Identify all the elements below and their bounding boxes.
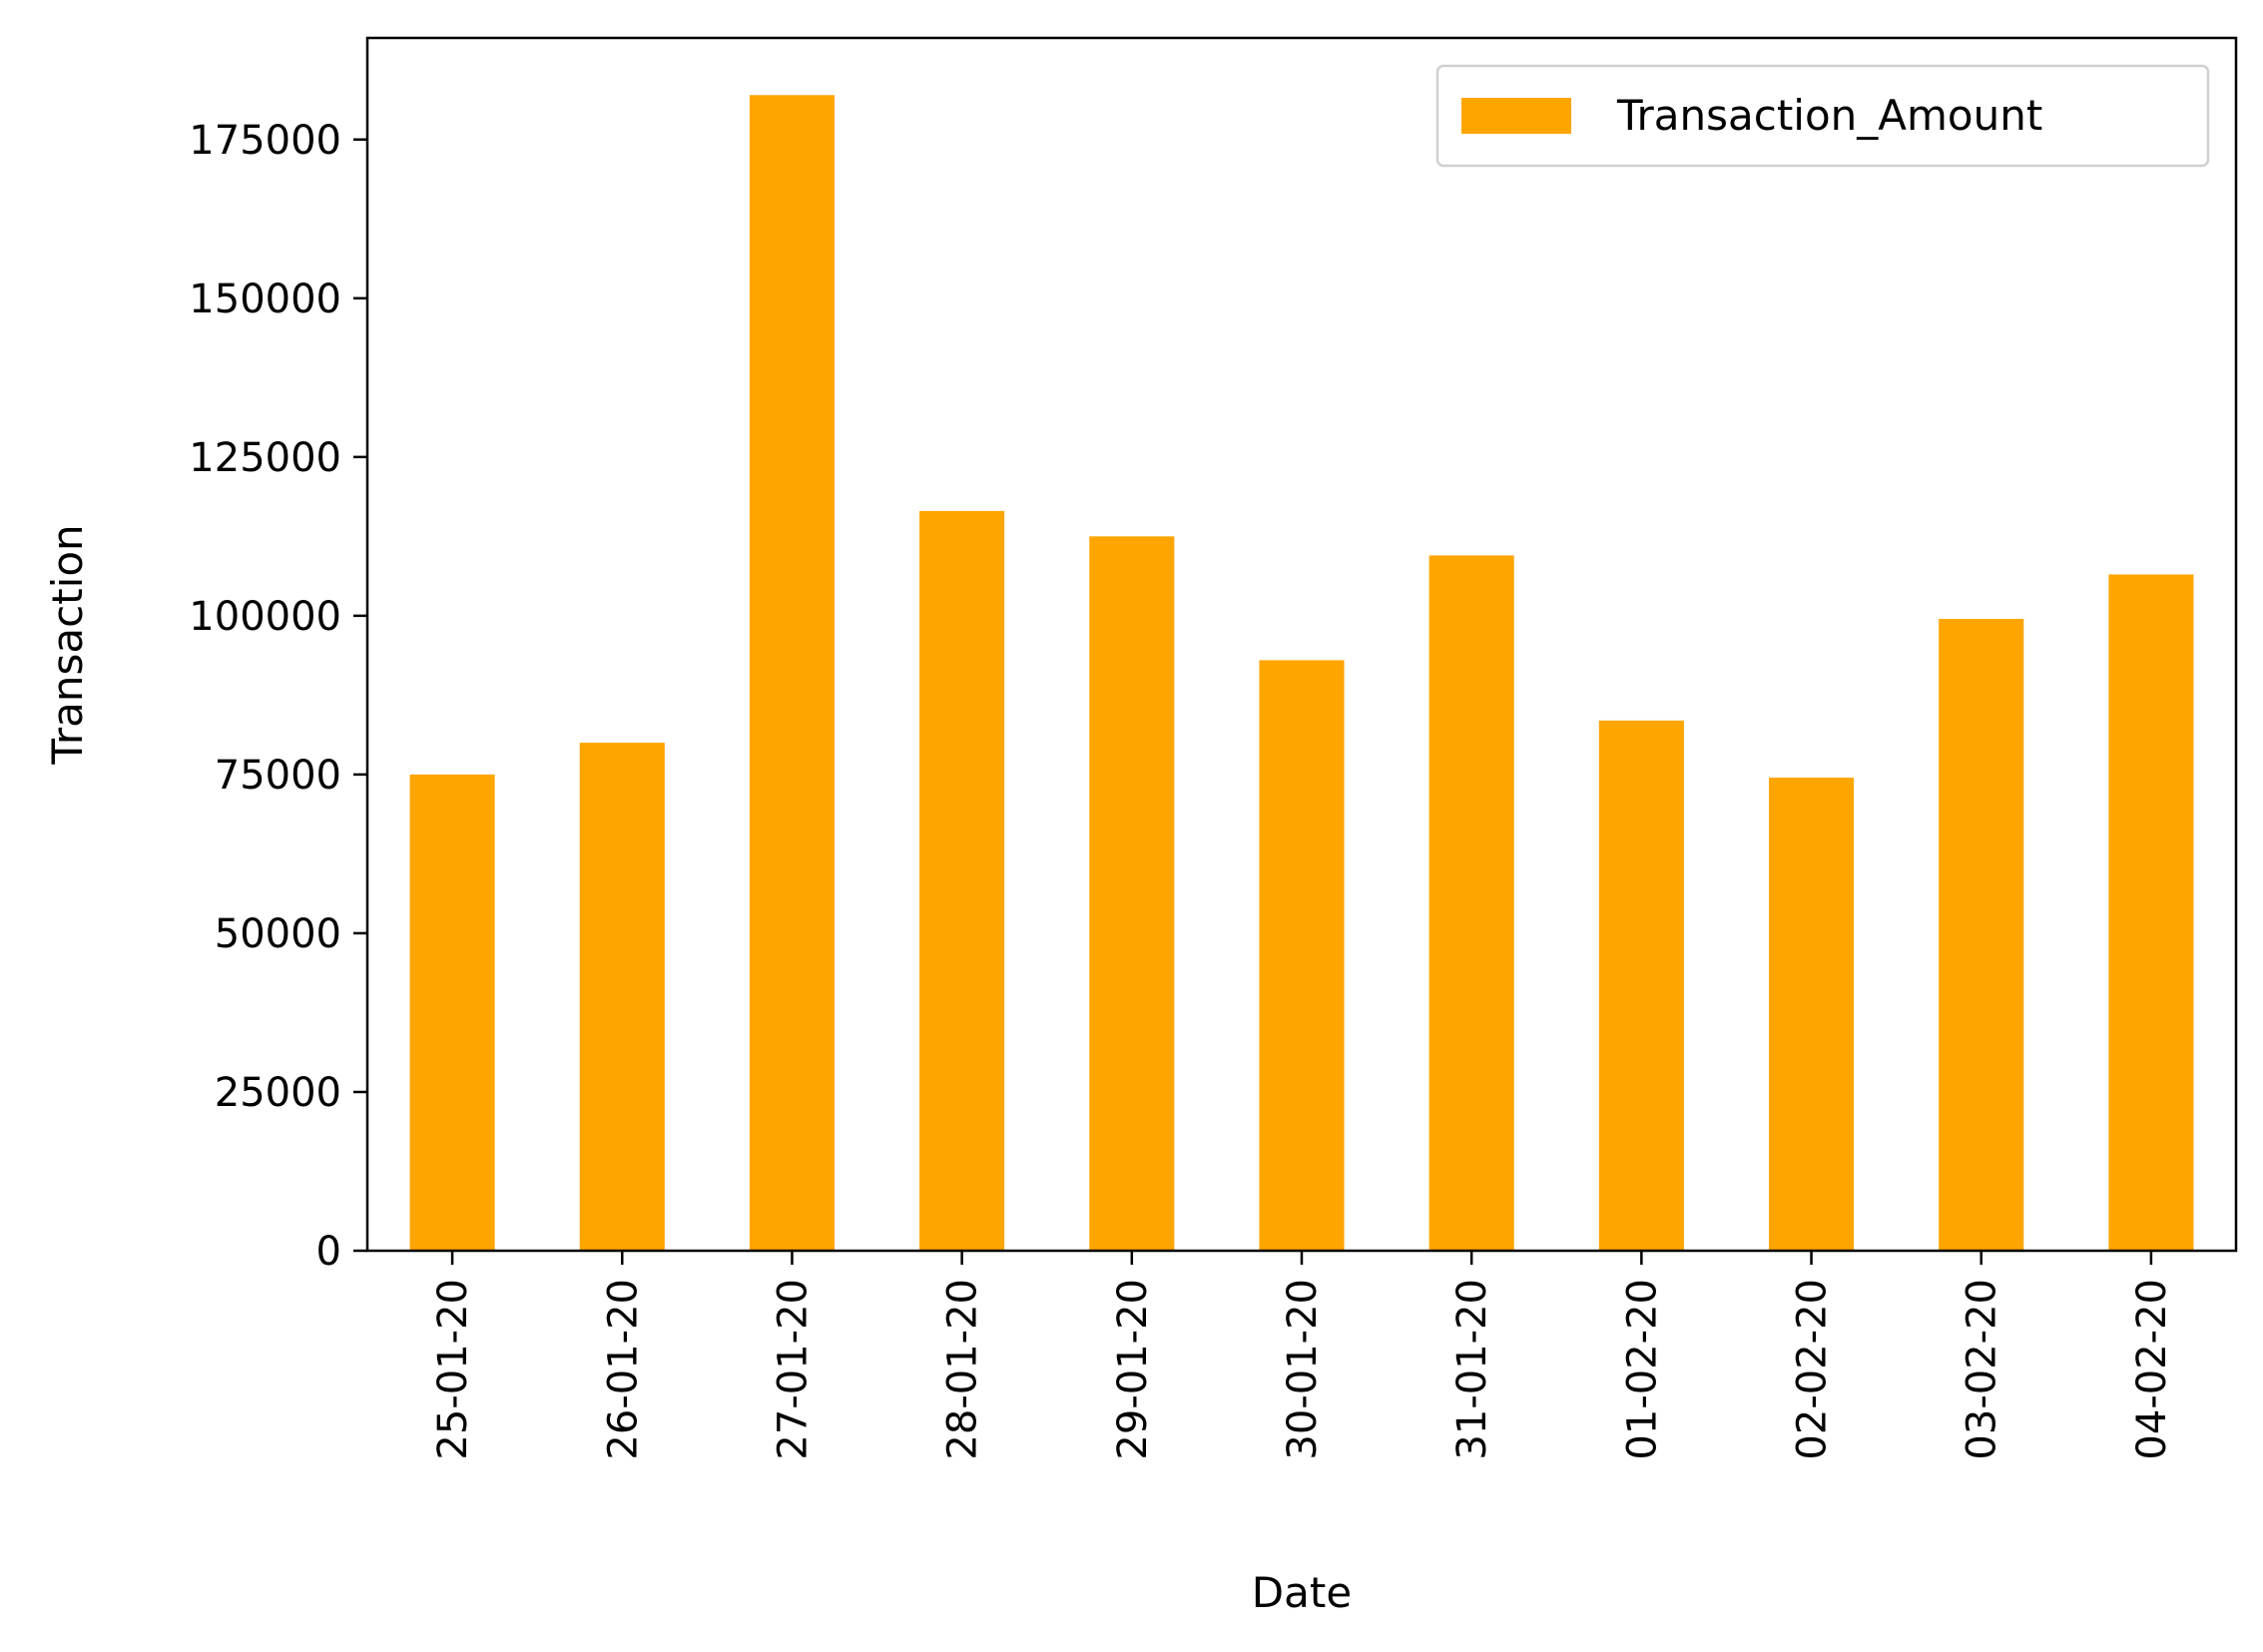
bar-02-02-20 bbox=[1769, 778, 1855, 1251]
bar-27-01-20 bbox=[749, 95, 835, 1251]
y-tick-label: 100000 bbox=[189, 594, 341, 640]
x-tick-label: 01-02-20 bbox=[1619, 1279, 1665, 1460]
x-axis-title: Date bbox=[1252, 1568, 1352, 1617]
legend: Transaction_Amount bbox=[1435, 64, 2210, 168]
x-axis: 25-01-20 26-01-20 27-01-20 28-01-20 29-01-20… bbox=[430, 1251, 2175, 1460]
bar-03-02-20 bbox=[1939, 619, 2024, 1251]
bar-30-01-20 bbox=[1259, 660, 1345, 1251]
bar-31-01-20 bbox=[1428, 555, 1514, 1251]
bar-25-01-20 bbox=[409, 774, 495, 1251]
bar-04-02-20 bbox=[2108, 574, 2194, 1251]
y-tick-label: 0 bbox=[316, 1229, 341, 1275]
x-tick-label: 25-01-20 bbox=[430, 1279, 476, 1460]
y-axis-title: Transaction bbox=[43, 524, 92, 765]
x-tick-label: 31-01-20 bbox=[1449, 1279, 1495, 1460]
bar-28-01-20 bbox=[919, 510, 1005, 1252]
bar-29-01-20 bbox=[1089, 536, 1175, 1251]
x-tick-label: 29-01-20 bbox=[1110, 1279, 1156, 1460]
y-tick-label: 25000 bbox=[215, 1070, 341, 1116]
bars-group bbox=[409, 95, 2194, 1252]
legend-label: Transaction_Amount bbox=[1616, 91, 2042, 140]
y-tick-label: 50000 bbox=[215, 911, 341, 957]
x-tick-label: 30-01-20 bbox=[1280, 1279, 1326, 1460]
x-tick-label: 03-02-20 bbox=[1960, 1279, 2005, 1460]
y-tick-label: 150000 bbox=[189, 276, 341, 322]
legend-box bbox=[1435, 64, 2210, 168]
x-tick-label: 02-02-20 bbox=[1790, 1279, 1836, 1460]
bar-01-02-20 bbox=[1598, 720, 1684, 1251]
x-tick-label: 04-02-20 bbox=[2129, 1279, 2175, 1460]
y-axis: 0 25000 50000 75000 100000 125000 150000 175000 bbox=[189, 118, 367, 1275]
y-tick-label: 175000 bbox=[189, 118, 341, 164]
plot-frame bbox=[365, 36, 2238, 1253]
y-tick-label: 125000 bbox=[189, 435, 341, 481]
y-tick-label: 75000 bbox=[215, 753, 341, 799]
x-tick-label: 26-01-20 bbox=[600, 1279, 646, 1460]
bar-26-01-20 bbox=[579, 743, 665, 1251]
x-tick-label: 27-01-20 bbox=[770, 1279, 816, 1460]
x-tick-label: 28-01-20 bbox=[940, 1279, 986, 1460]
legend-swatch bbox=[1461, 98, 1571, 134]
